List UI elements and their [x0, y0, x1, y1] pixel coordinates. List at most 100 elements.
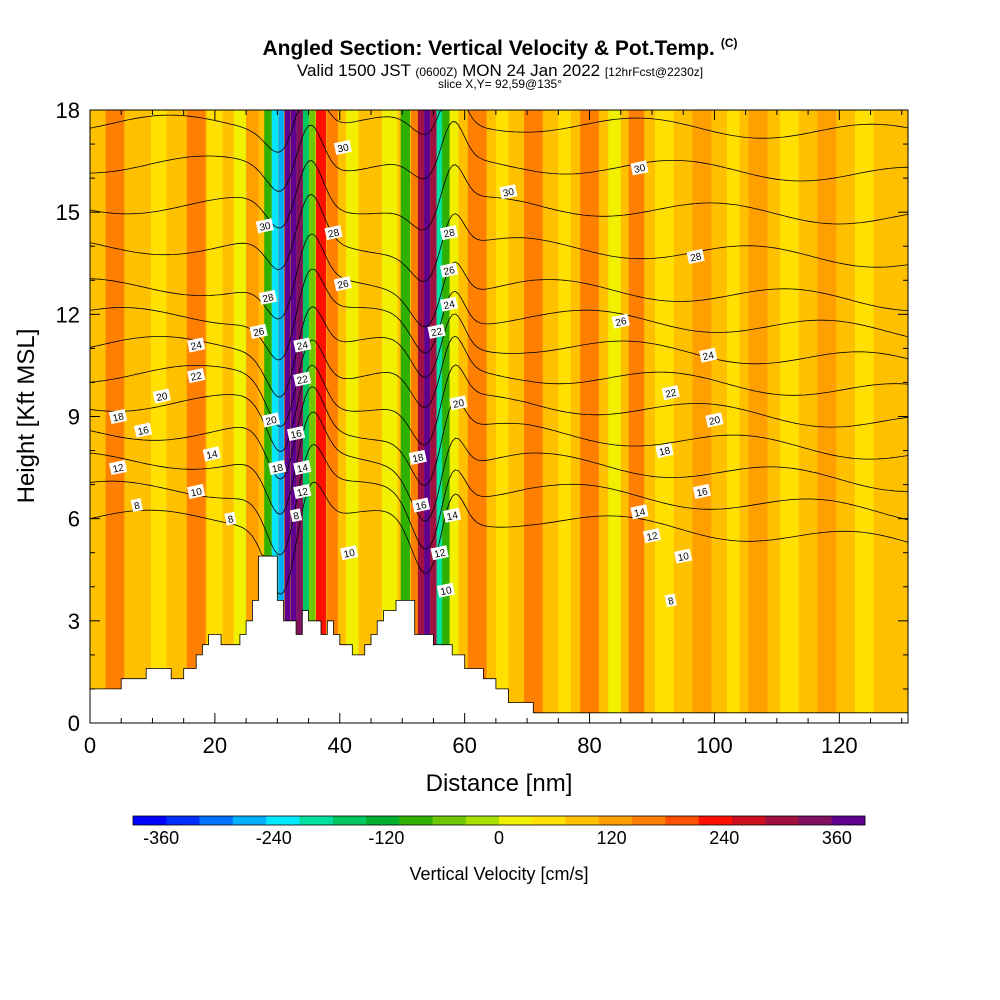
velocity-band	[284, 110, 291, 723]
colorbar-swatch	[133, 816, 167, 825]
contour-label-box	[611, 313, 630, 329]
contour-label-box	[134, 422, 153, 438]
contour-label-box	[255, 218, 274, 234]
velocity-band	[436, 110, 443, 723]
contour-label: 18	[112, 411, 126, 424]
contour-label-box	[187, 368, 206, 384]
contour-label-box	[430, 545, 449, 561]
contour-label: 14	[296, 462, 310, 475]
contour-label: 30	[502, 187, 516, 200]
colorbar-swatch	[166, 816, 200, 825]
contour-label: 20	[452, 398, 466, 411]
contour-line	[90, 386, 908, 486]
x-tick-label: 120	[821, 733, 858, 758]
contour-label-box	[289, 508, 303, 523]
velocity-band	[430, 110, 437, 723]
velocity-band	[655, 110, 674, 723]
colorbar-tick-label: 120	[597, 828, 627, 848]
x-tick-label: 60	[452, 733, 476, 758]
colorbar-swatch	[598, 816, 633, 825]
contour-label-box	[439, 296, 459, 312]
contour-label: 26	[614, 316, 628, 329]
contour-label-box	[340, 545, 359, 561]
contour-line	[90, 364, 908, 453]
velocity-band	[381, 110, 398, 723]
contour-label-box	[293, 371, 312, 387]
velocity-band	[346, 110, 359, 723]
velocity-band	[442, 110, 450, 723]
contour-label: 24	[702, 350, 716, 363]
contour-line	[90, 306, 908, 398]
contour-label-box	[630, 504, 649, 520]
contour-label-box	[686, 248, 705, 264]
contour-label: 22	[664, 388, 678, 401]
velocity-band	[817, 110, 837, 723]
x-tick-label: 20	[203, 733, 227, 758]
colorbar-swatch	[731, 816, 766, 825]
velocity-band	[290, 110, 297, 723]
colorbar-swatch	[831, 816, 866, 825]
contour-label: 14	[446, 510, 460, 523]
contour-label: 10	[190, 486, 204, 499]
chart-valid-time: Valid 1500 JST (0600Z) MON 24 Jan 2022 […	[296, 61, 704, 80]
contour-line	[90, 233, 908, 328]
y-tick-label: 12	[56, 302, 80, 327]
colorbar-swatch	[266, 816, 300, 825]
colorbar-swatch	[765, 816, 799, 825]
terrain-mask	[90, 555, 908, 723]
chart-title: Angled Section: Vertical Velocity & Pot.…	[262, 36, 738, 60]
velocity-band	[748, 110, 768, 723]
contour-label: 18	[412, 452, 426, 465]
velocity-band	[309, 110, 316, 723]
velocity-band	[523, 110, 543, 723]
x-tick-label: 80	[577, 733, 601, 758]
contour-label-box	[439, 262, 459, 278]
contour-label-box	[224, 511, 237, 526]
contour-label: 20	[265, 415, 279, 428]
contour-label-box	[293, 337, 312, 353]
contour-label: 12	[112, 462, 126, 475]
contour-label-box	[187, 483, 206, 499]
velocity-band	[207, 110, 223, 723]
velocity-band	[233, 110, 247, 723]
velocity-band	[726, 110, 740, 723]
contour-line	[90, 160, 908, 231]
contour-label-box	[705, 412, 724, 428]
velocity-band	[558, 110, 571, 723]
colorbar-swatch	[432, 816, 467, 825]
velocity-band	[326, 110, 338, 723]
contour-label: 22	[190, 370, 204, 383]
colorbar-tick-label: -240	[256, 828, 292, 848]
contour-label: 8	[667, 596, 675, 608]
velocity-band	[779, 110, 799, 723]
velocity-band	[150, 110, 167, 723]
contour-label-box	[109, 408, 128, 425]
velocity-band	[580, 110, 599, 723]
colorbar-swatch	[299, 816, 333, 825]
colorbar-frame	[132, 815, 866, 826]
colorbar-tick-label: 0	[494, 828, 504, 848]
colorbar-tick-label: 360	[822, 828, 852, 848]
y-tick-label: 6	[68, 507, 80, 532]
contour-label: 26	[337, 279, 351, 292]
contour-label: 14	[633, 507, 647, 520]
contour-line	[90, 194, 908, 282]
contour-label: 22	[296, 374, 310, 387]
contour-label-box	[268, 460, 287, 476]
y-axis: 0 3 6 9 12 15 18	[56, 98, 908, 736]
velocity-band	[400, 110, 411, 723]
x-axis-label: Distance [nm]	[426, 770, 573, 797]
contour-label-box	[436, 582, 455, 598]
colorbar-swatch	[199, 816, 234, 825]
colorbar-tick-label: 240	[709, 828, 739, 848]
contour-line	[90, 335, 908, 428]
contour-label: 8	[293, 511, 301, 523]
contour-label: 20	[156, 391, 170, 404]
contour-label: 20	[708, 415, 722, 428]
y-axis-label: Height [Kft MSL]	[13, 329, 40, 504]
contour-label-box	[630, 160, 649, 176]
contour-label: 22	[430, 326, 444, 339]
contour-label-box	[249, 323, 268, 339]
contour-label-box	[439, 225, 459, 241]
